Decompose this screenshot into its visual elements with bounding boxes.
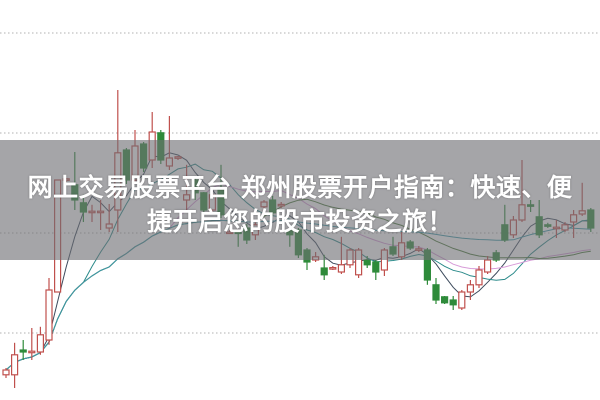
candle-body bbox=[466, 284, 474, 293]
candle-body bbox=[363, 259, 371, 266]
candle-body bbox=[11, 354, 19, 376]
title-line-2: 捷开启您的股市投资之旅！ bbox=[146, 207, 453, 236]
candle-body bbox=[36, 334, 45, 353]
candle-body bbox=[337, 264, 345, 273]
candle-body bbox=[441, 296, 449, 304]
title-line-1: 网上交易股票平台 郑州股票开户指南：快速、便 bbox=[27, 173, 573, 202]
candle-body bbox=[28, 350, 36, 354]
candle-body bbox=[484, 259, 492, 273]
candle-body bbox=[458, 291, 466, 309]
title-banner: 网上交易股票平台 郑州股票开户指南：快速、便 捷开启您的股市投资之旅！ bbox=[0, 140, 600, 260]
candle-body bbox=[320, 267, 328, 276]
candle-body bbox=[2, 369, 10, 376]
candle-body bbox=[329, 267, 337, 270]
candle-body bbox=[475, 269, 483, 286]
candle-body bbox=[449, 299, 457, 306]
candle-body bbox=[432, 284, 440, 301]
candle-body bbox=[372, 261, 380, 273]
candle-body bbox=[19, 349, 27, 353]
candle-body bbox=[45, 289, 53, 341]
